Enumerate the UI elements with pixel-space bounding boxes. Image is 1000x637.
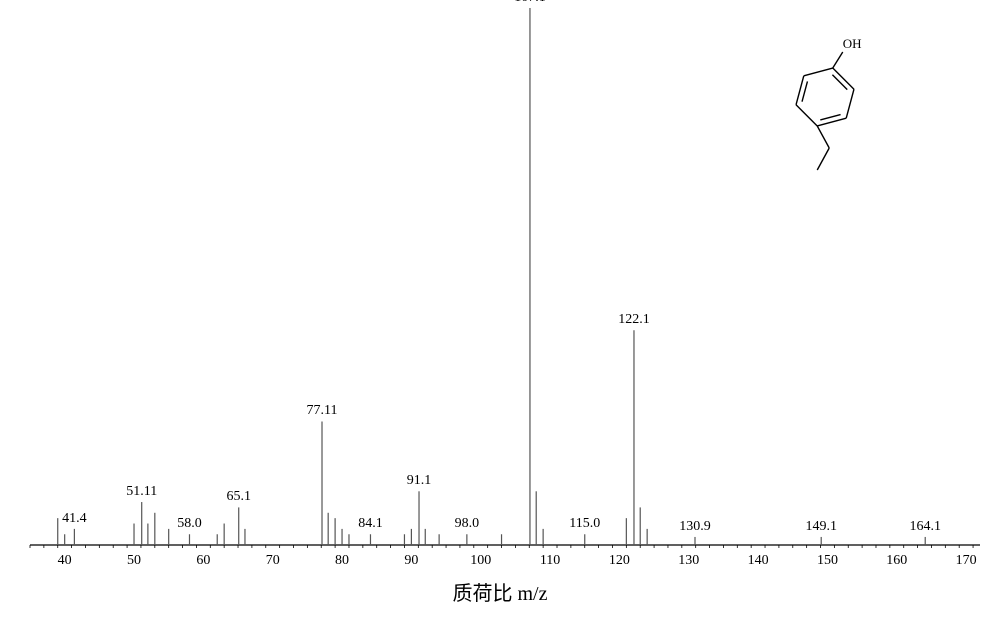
x-tick-label: 50 [127, 553, 141, 569]
peak-label: 41.4 [62, 511, 87, 527]
oh-label: OH [843, 36, 862, 52]
x-tick-label: 150 [817, 553, 838, 569]
peak-label: 77.11 [307, 403, 338, 419]
molecule-structure: OH [770, 22, 890, 202]
x-axis-label: 质荷比 m/z [453, 577, 548, 606]
x-tick-label: 160 [886, 553, 907, 569]
peak-label: 115.0 [569, 516, 600, 532]
peak-label: 107.1 [514, 0, 546, 6]
x-tick-label: 140 [748, 553, 769, 569]
x-tick-label: 40 [58, 553, 72, 569]
peak-label: 122.1 [618, 312, 650, 328]
peak-label: 130.9 [679, 519, 711, 535]
x-tick-label: 170 [956, 553, 977, 569]
x-tick-label: 110 [540, 553, 560, 569]
peak-label: 51.11 [126, 484, 157, 500]
peak-label: 91.1 [407, 473, 432, 489]
x-tick-label: 130 [678, 553, 699, 569]
peak-label: 149.1 [805, 519, 837, 535]
x-tick-label: 90 [404, 553, 418, 569]
x-tick-label: 60 [196, 553, 210, 569]
peak-label: 58.0 [177, 516, 202, 532]
peak-label: 164.1 [909, 519, 941, 535]
x-tick-label: 100 [470, 553, 491, 569]
x-tick-label: 120 [609, 553, 630, 569]
peak-label: 84.1 [358, 516, 383, 532]
peak-label: 65.1 [226, 489, 251, 505]
peak-label: 98.0 [455, 516, 480, 532]
x-tick-label: 70 [266, 553, 280, 569]
x-tick-label: 80 [335, 553, 349, 569]
molecule-svg [770, 22, 890, 202]
